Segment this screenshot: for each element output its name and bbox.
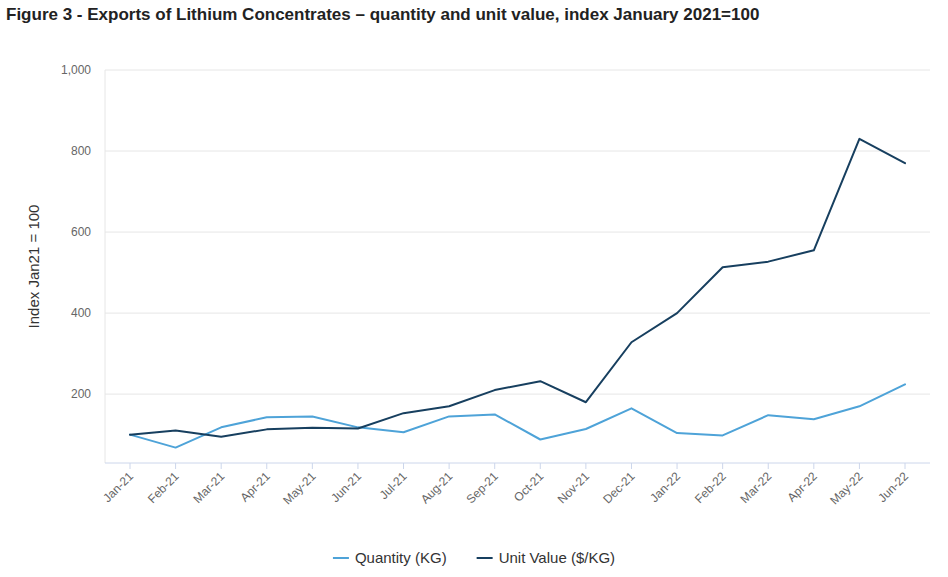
x-tick-label: Apr-21 xyxy=(238,469,274,505)
legend-item[interactable]: Quantity (KG) xyxy=(333,549,447,566)
x-tick-label: Apr-22 xyxy=(785,469,821,505)
x-tick xyxy=(768,463,769,469)
x-tick xyxy=(449,463,450,469)
x-tick-label: Jan-21 xyxy=(100,469,136,505)
x-tick-label: Oct-21 xyxy=(511,469,547,505)
x-tick xyxy=(540,463,541,469)
grid-line xyxy=(105,313,930,314)
legend-label: Quantity (KG) xyxy=(355,549,447,566)
y-tick-label: 200 xyxy=(71,387,91,401)
x-ticks: Jan-21Feb-21Mar-21 Apr-21May-21 Jun-21 Jul-… xyxy=(100,463,911,507)
x-tick-label: Aug-21 xyxy=(418,469,455,506)
series-line xyxy=(130,384,905,447)
legend-item[interactable]: Unit Value ($/KG) xyxy=(477,549,615,566)
chart: Figure 3 - Exports of Lithium Concentrat… xyxy=(0,0,948,577)
y-axis-line xyxy=(105,70,106,463)
x-tick xyxy=(905,463,906,469)
y-axis-title: Index Jan21 = 100 xyxy=(25,205,42,329)
x-tick xyxy=(859,463,860,469)
x-tick xyxy=(813,463,814,469)
grid-line xyxy=(105,70,930,71)
title: Figure 3 - Exports of Lithium Concentrat… xyxy=(6,5,759,24)
x-tick xyxy=(403,463,404,469)
x-tick-label: Feb-21 xyxy=(145,469,182,506)
x-tick xyxy=(677,463,678,469)
x-tick-label: May-22 xyxy=(827,469,865,507)
grid-line xyxy=(105,232,930,233)
x-tick xyxy=(722,463,723,469)
grid-line xyxy=(105,394,930,395)
x-tick-label: Sep-21 xyxy=(464,469,501,506)
x-tick-label: Mar-21 xyxy=(191,469,228,506)
legend-symbol xyxy=(333,557,349,559)
x-tick xyxy=(130,463,131,469)
x-tick xyxy=(266,463,267,469)
grid xyxy=(105,70,930,394)
series-line xyxy=(130,139,905,437)
legend-label: Unit Value ($/KG) xyxy=(499,549,615,566)
x-tick xyxy=(221,463,222,469)
x-tick xyxy=(494,463,495,469)
x-tick-label: Nov-21 xyxy=(555,469,592,506)
x-tick xyxy=(585,463,586,469)
x-tick-label: Dec-21 xyxy=(600,469,637,506)
x-tick-label: Jun-22 xyxy=(875,469,911,505)
series-group xyxy=(130,139,905,448)
x-tick xyxy=(357,463,358,469)
y-tick-label: 400 xyxy=(71,306,91,320)
legend: Quantity (KG) Unit Value ($/KG) xyxy=(333,549,615,566)
x-tick-label: Jul-21 xyxy=(377,469,410,502)
y-tick-label: 1,000 xyxy=(61,63,91,77)
x-tick-label: Jan-22 xyxy=(647,469,683,505)
y-tick-label: 800 xyxy=(71,144,91,158)
x-tick-label: May-21 xyxy=(280,469,318,507)
x-tick-label: Feb-22 xyxy=(692,469,729,506)
y-ticks: 200 400 600 800 1,000 xyxy=(61,63,91,401)
legend-symbol xyxy=(477,557,493,559)
x-axis-line xyxy=(105,463,930,464)
x-tick-label: Jun-21 xyxy=(328,469,364,505)
y-tick-label: 600 xyxy=(71,225,91,239)
x-tick xyxy=(175,463,176,469)
x-tick xyxy=(312,463,313,469)
x-tick-label: Mar-22 xyxy=(738,469,775,506)
grid-line xyxy=(105,151,930,152)
x-tick xyxy=(631,463,632,469)
